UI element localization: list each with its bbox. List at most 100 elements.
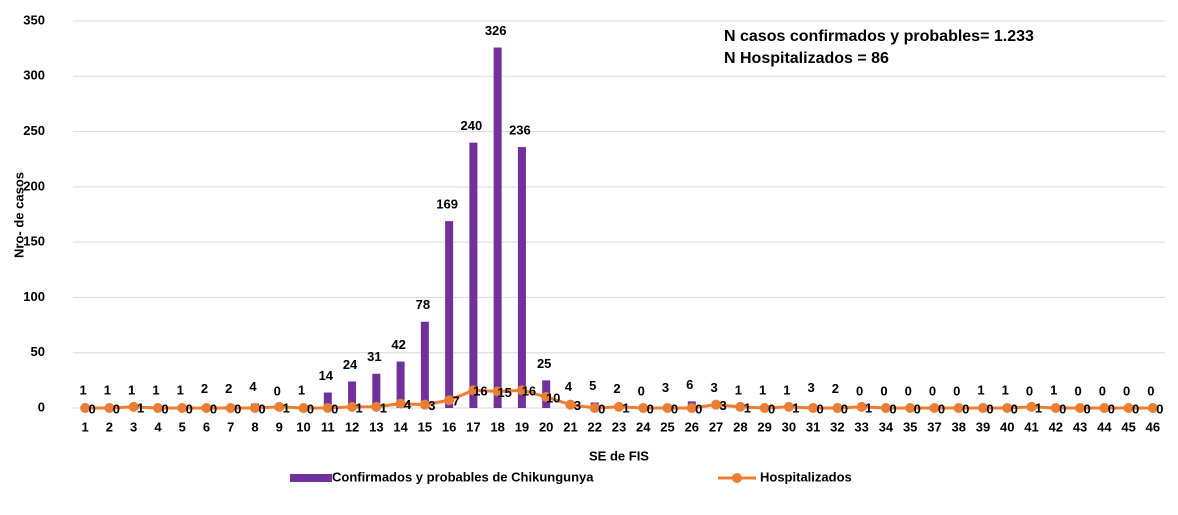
x-tick-label: 19 — [515, 419, 529, 434]
x-tick-label: 24 — [636, 419, 651, 434]
line-value-label: 0 — [307, 401, 314, 416]
bar-value-label: 2 — [613, 381, 620, 396]
line-marker — [711, 399, 722, 410]
line-value-label: 0 — [962, 401, 969, 416]
line-marker — [832, 403, 843, 413]
y-tick-label: 50 — [31, 344, 45, 359]
bar-value-label: 0 — [856, 383, 863, 398]
line-marker — [347, 401, 358, 412]
bar-value-label: 2 — [201, 381, 208, 396]
x-tick-label: 3 — [130, 419, 137, 434]
bar-value-label: 25 — [537, 356, 551, 371]
line-value-label: 16 — [473, 384, 487, 399]
line-marker — [905, 403, 916, 413]
x-tick-label: 31 — [806, 419, 820, 434]
line-marker — [298, 403, 309, 413]
bar-value-label: 1 — [759, 382, 766, 397]
x-tick-label: 35 — [903, 419, 917, 434]
x-tick-label: 41 — [1024, 419, 1038, 434]
x-tick-label: 6 — [203, 419, 210, 434]
bar-value-label: 1 — [735, 382, 742, 397]
y-axis-title: Nro- de casos — [11, 172, 26, 258]
x-tick-label: 16 — [442, 419, 456, 434]
bar-value-label: 0 — [638, 383, 645, 398]
bar — [348, 381, 357, 408]
bar-value-label: 0 — [905, 383, 912, 398]
bar-value-label: 24 — [343, 357, 358, 372]
bar-value-label: 1 — [1050, 382, 1057, 397]
line-marker — [250, 403, 260, 413]
line-marker — [808, 403, 819, 413]
bar — [372, 373, 381, 408]
line-marker — [686, 403, 697, 413]
bar-value-label: 0 — [1026, 383, 1033, 398]
line-marker — [783, 401, 794, 412]
line-value-label: 0 — [210, 401, 217, 416]
bar-value-label: 78 — [416, 297, 430, 312]
bar-value-label: 42 — [391, 337, 405, 352]
x-tick-label: 37 — [927, 419, 941, 434]
line-value-label: 0 — [671, 401, 678, 416]
line-marker — [322, 403, 333, 413]
x-tick-label: 22 — [587, 419, 601, 434]
annotation: N casos confirmados y probables= 1.233 — [724, 28, 1034, 45]
line-value-label: 0 — [89, 401, 96, 416]
bar-value-label: 240 — [461, 118, 483, 133]
line-marker — [80, 403, 91, 413]
x-tick-label: 38 — [951, 419, 965, 434]
x-tick-label: 27 — [709, 419, 723, 434]
line-value-label: 0 — [1011, 401, 1018, 416]
line-value-label: 1 — [792, 400, 799, 415]
bar-value-label: 1 — [104, 382, 111, 397]
bar-value-label: 31 — [367, 349, 381, 364]
x-axis-title: SE de FIS — [589, 448, 649, 463]
legend-label: Hospitalizados — [760, 469, 852, 484]
x-tick-label: 29 — [757, 419, 771, 434]
line-marker — [201, 403, 212, 413]
line-marker — [177, 403, 188, 413]
x-tick-label: 14 — [393, 419, 408, 434]
y-tick-label: 100 — [23, 289, 45, 304]
line-marker — [589, 403, 600, 413]
line-value-label: 1 — [355, 400, 362, 415]
line-marker — [735, 401, 746, 412]
x-tick-label: 39 — [976, 419, 990, 434]
annotation: N Hospitalizados = 86 — [724, 50, 889, 67]
bar-value-label: 2 — [832, 381, 839, 396]
x-tick-label: 1 — [82, 419, 89, 434]
y-tick-label: 150 — [23, 234, 45, 249]
line-value-label: 0 — [331, 401, 338, 416]
line-marker — [1123, 403, 1134, 413]
bar-value-label: 6 — [686, 377, 693, 392]
line-value-label: 0 — [647, 401, 654, 416]
line-marker — [541, 391, 552, 402]
x-tick-label: 13 — [369, 419, 383, 434]
line-marker — [1147, 403, 1158, 413]
line-value-label: 0 — [1059, 401, 1066, 416]
bar-value-label: 1 — [1002, 382, 1009, 397]
line-marker — [759, 403, 770, 413]
bar-value-label: 3 — [710, 380, 717, 395]
bar-value-label: 3 — [808, 380, 815, 395]
line-value-label: 0 — [113, 401, 120, 416]
bar-value-label: 0 — [929, 383, 936, 398]
line-value-label: 10 — [546, 390, 560, 405]
line-value-label: 0 — [817, 401, 824, 416]
line-value-label: 0 — [1083, 401, 1090, 416]
line-value-label: 0 — [258, 401, 265, 416]
line-value-label: 3 — [428, 398, 435, 413]
line-value-label: 0 — [768, 401, 775, 416]
x-tick-label: 8 — [251, 419, 258, 434]
line-marker — [152, 403, 163, 413]
line-value-label: 0 — [889, 401, 896, 416]
x-tick-label: 9 — [276, 419, 283, 434]
bar — [469, 142, 478, 408]
x-tick-label: 25 — [660, 419, 674, 434]
x-tick-label: 44 — [1097, 419, 1112, 434]
x-tick-label: 42 — [1049, 419, 1063, 434]
x-tick-label: 23 — [612, 419, 626, 434]
line-marker — [225, 403, 236, 413]
bar-value-label: 5 — [589, 378, 596, 393]
x-tick-label: 20 — [539, 419, 553, 434]
